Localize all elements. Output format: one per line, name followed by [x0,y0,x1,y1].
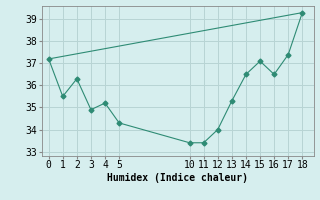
X-axis label: Humidex (Indice chaleur): Humidex (Indice chaleur) [107,173,248,183]
